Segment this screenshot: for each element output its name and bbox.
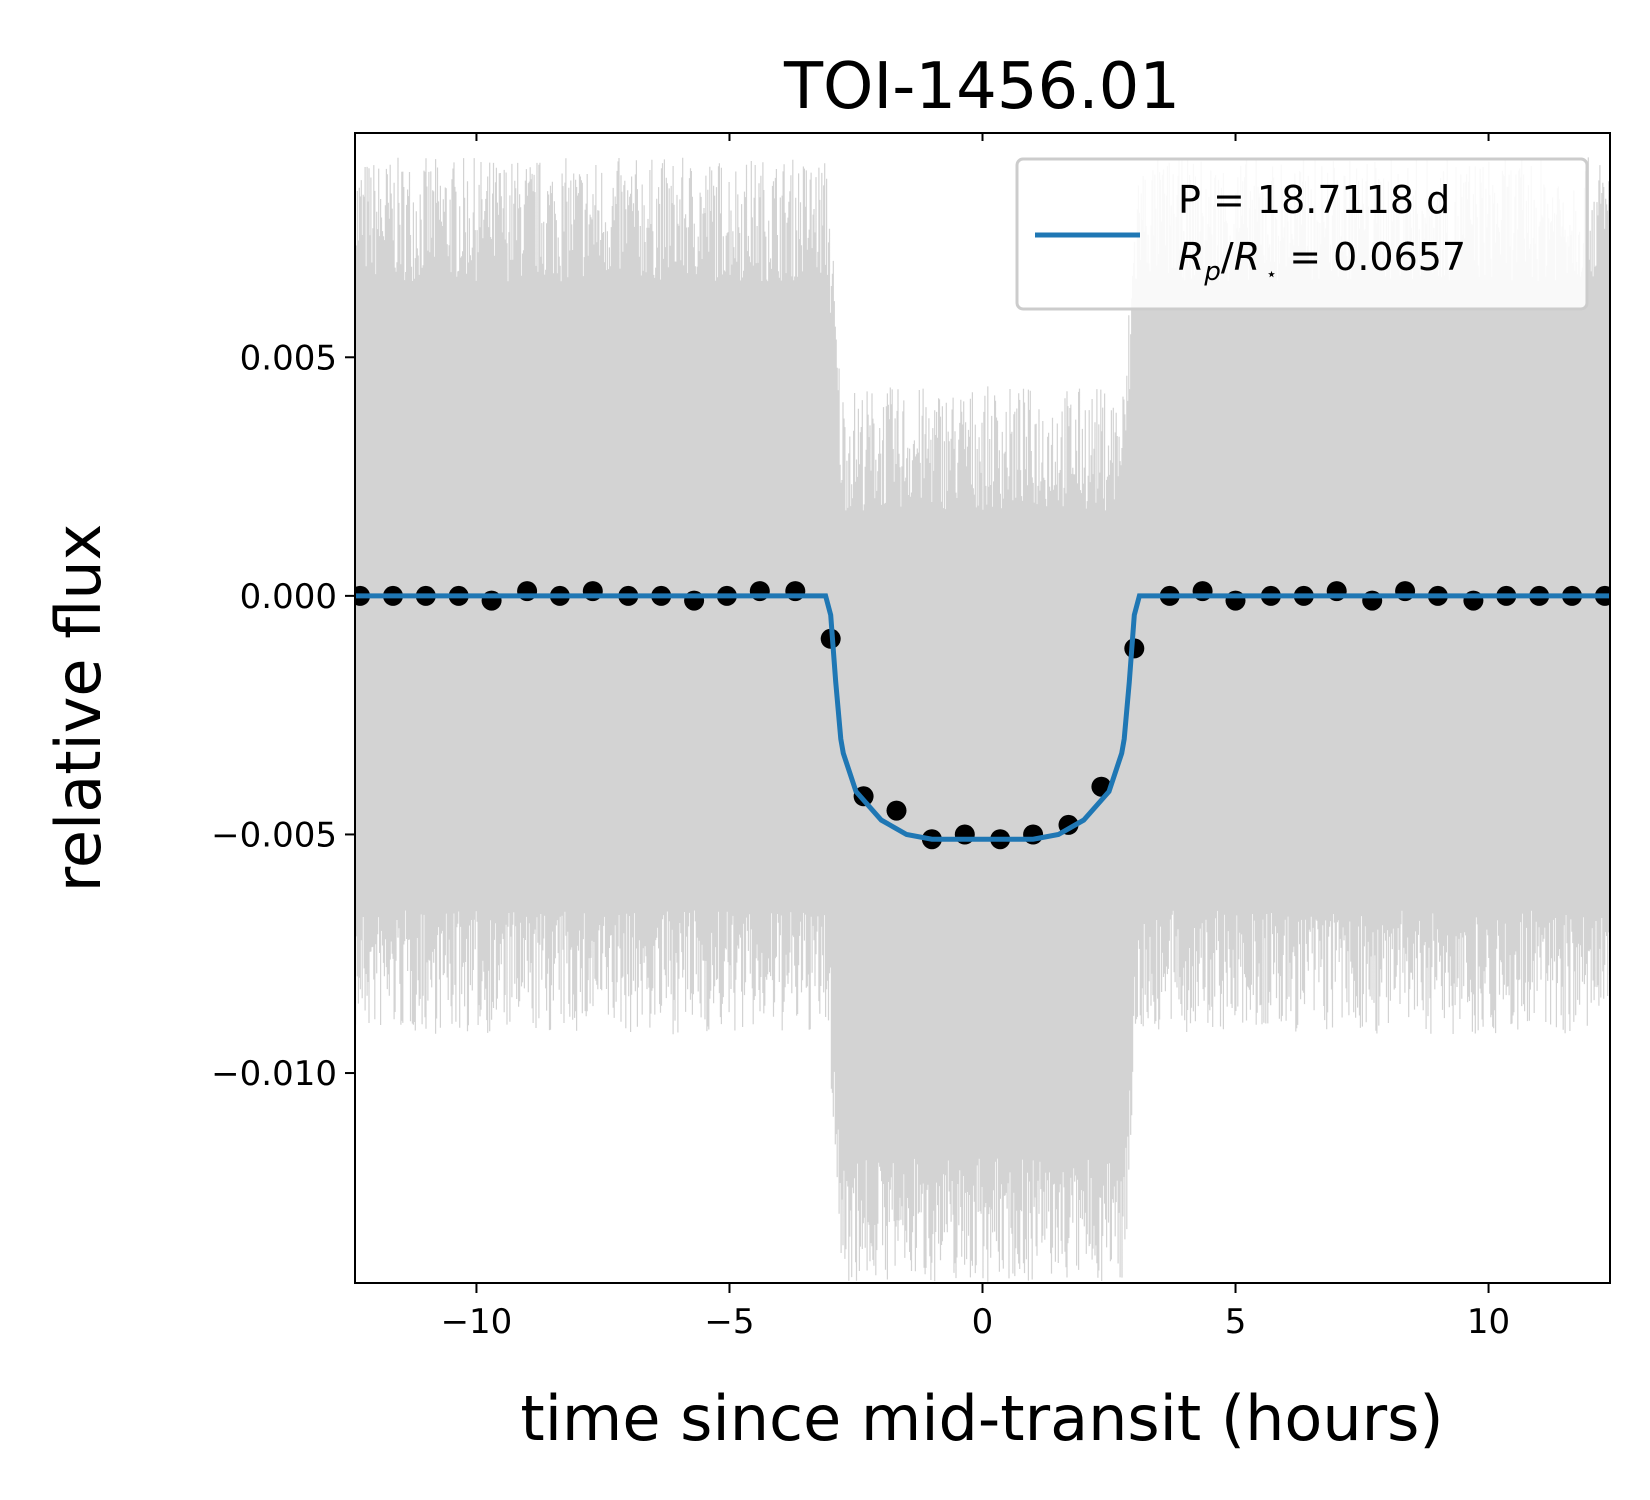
- y-tick-label: 0.000: [240, 577, 337, 617]
- x-tick-label: 5: [1225, 1302, 1247, 1342]
- raw-flux-strokes: [355, 157, 1610, 1282]
- x-tick-label: 0: [972, 1302, 994, 1342]
- legend-entry-period: P = 18.7118 d: [1178, 178, 1450, 222]
- y-axis-ticks: 0.005 0.000 −0.005 −0.010: [211, 338, 355, 1094]
- transit-model-line: [355, 593, 1610, 842]
- y-tick-label: −0.010: [211, 1054, 337, 1094]
- legend-box: [1015, 157, 1589, 311]
- plot-area: [355, 157, 1610, 1282]
- x-axis-label: time since mid-transit (hours): [520, 1382, 1443, 1455]
- x-axis-ticks: −10 −5 0 5 10: [441, 133, 1510, 1342]
- x-tick-label: 10: [1467, 1302, 1510, 1342]
- raw-flux-envelope: [355, 157, 1610, 1282]
- binned-point: [886, 800, 907, 821]
- x-tick-label: −10: [441, 1302, 513, 1342]
- y-tick-label: −0.005: [211, 815, 337, 855]
- legend: P = 18.7118 d Rp/R ⋆ = 0.0657: [1015, 157, 1589, 311]
- chart-title: TOI-1456.01: [783, 50, 1180, 124]
- legend-entry-radius-ratio: Rp/R ⋆ = 0.0657: [1178, 235, 1466, 287]
- y-tick-label: 0.005: [240, 338, 337, 378]
- y-axis-label: relative flux: [42, 524, 115, 893]
- x-tick-label: −5: [704, 1302, 754, 1342]
